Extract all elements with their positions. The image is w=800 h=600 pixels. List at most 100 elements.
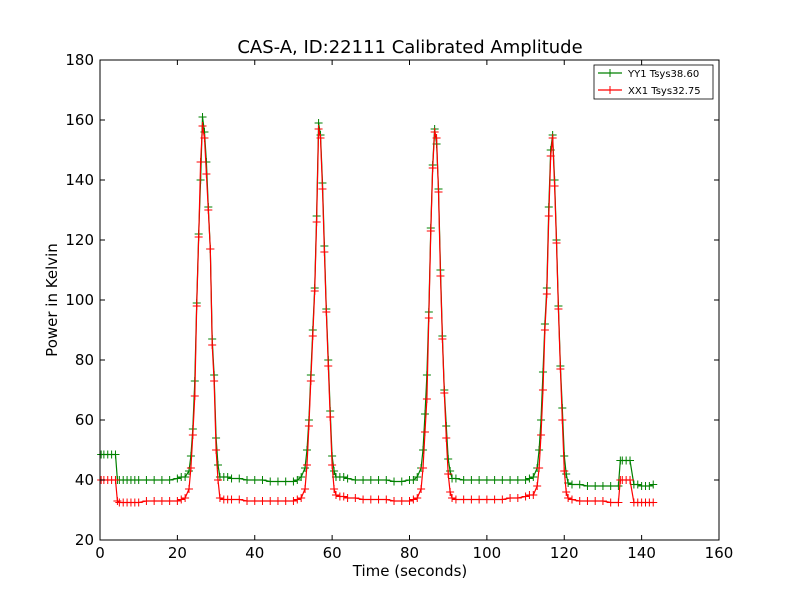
data-point-marker <box>339 473 348 481</box>
y-tick-label: 80 <box>75 351 94 369</box>
data-point-marker <box>444 455 453 463</box>
x-tick-label: 20 <box>168 544 187 562</box>
data-point-marker <box>419 446 428 454</box>
data-point-marker <box>459 476 468 484</box>
x-tick-label: 140 <box>627 544 656 562</box>
data-point-marker <box>614 498 623 507</box>
data-point-marker <box>446 488 455 496</box>
data-point-marker <box>177 495 186 504</box>
data-point-marker <box>289 477 298 486</box>
data-point-marker <box>428 164 437 172</box>
y-tick-label: 160 <box>65 111 94 129</box>
data-point-marker <box>227 495 236 504</box>
data-point-marker <box>258 476 267 484</box>
data-point-marker <box>413 494 422 502</box>
data-point-marker <box>552 239 561 247</box>
data-point-marker <box>448 494 457 502</box>
data-point-marker <box>506 476 515 484</box>
data-point-marker <box>649 480 658 489</box>
data-point-marker <box>190 392 199 400</box>
x-axis-label: Time (seconds) <box>352 562 468 580</box>
data-point-marker <box>258 497 267 505</box>
data-point-marker <box>198 113 207 121</box>
data-point-marker <box>273 497 282 505</box>
data-point-marker <box>548 134 557 142</box>
data-point-marker <box>181 494 190 502</box>
data-point-marker <box>482 476 491 484</box>
data-point-marker <box>250 476 259 484</box>
data-point-marker <box>544 212 553 220</box>
data-point-marker <box>533 482 542 490</box>
data-point-marker <box>297 473 306 481</box>
data-point-marker <box>206 245 215 253</box>
data-point-marker <box>649 498 658 507</box>
data-point-marker <box>223 473 232 481</box>
data-point-marker <box>150 497 159 505</box>
data-point-marker <box>374 476 383 484</box>
data-point-marker <box>440 389 449 397</box>
y-tick-label: 20 <box>75 531 94 549</box>
data-point-marker <box>266 497 275 505</box>
x-tick-label: 120 <box>550 544 579 562</box>
x-tick-label: 160 <box>705 544 734 562</box>
data-point-marker <box>165 476 174 484</box>
y-axis-label: Power in Kelvin <box>43 243 61 357</box>
data-point-marker <box>351 494 360 502</box>
data-point-marker <box>564 494 573 502</box>
data-point-marker <box>397 497 406 505</box>
data-point-marker <box>297 494 306 502</box>
data-point-marker <box>215 494 224 502</box>
data-point-marker <box>444 470 453 478</box>
data-point-marker <box>306 377 315 385</box>
data-point-marker <box>560 467 569 475</box>
data-point-marker <box>312 218 321 226</box>
data-point-marker <box>304 422 313 430</box>
data-point-marker <box>227 474 236 483</box>
data-point-marker <box>626 476 635 484</box>
data-point-marker <box>645 482 654 490</box>
data-point-marker <box>475 476 484 484</box>
data-point-marker <box>598 497 607 505</box>
data-point-marker <box>210 377 219 385</box>
y-tick-label: 120 <box>65 231 94 249</box>
data-point-marker <box>498 495 507 504</box>
data-point-marker <box>320 248 329 256</box>
data-point-marker <box>150 476 159 484</box>
data-point-marker <box>575 480 584 489</box>
data-point-marker <box>434 188 443 196</box>
data-point-marker <box>343 494 352 502</box>
data-point-marker <box>198 122 207 130</box>
data-point-marker <box>382 476 391 484</box>
data-point-marker <box>289 497 298 505</box>
data-point-marker <box>322 308 331 316</box>
data-point-marker <box>302 446 311 454</box>
data-point-marker <box>529 491 538 499</box>
data-point-marker <box>142 476 151 484</box>
y-tick-label: 40 <box>75 471 94 489</box>
data-point-marker <box>451 474 460 483</box>
data-point-marker <box>422 395 431 403</box>
data-point-marker <box>281 477 290 486</box>
data-point-marker <box>374 495 383 504</box>
data-point-marker <box>575 497 584 505</box>
x-tick-label: 40 <box>245 544 264 562</box>
data-point-marker <box>194 233 203 241</box>
data-point-marker <box>535 464 544 472</box>
data-point-marker <box>351 476 360 484</box>
data-point-marker <box>339 492 348 501</box>
plot-area <box>100 60 719 540</box>
data-point-marker <box>134 498 143 507</box>
data-point-marker <box>598 482 607 490</box>
data-point-marker <box>562 488 571 496</box>
y-tick-label: 60 <box>75 411 94 429</box>
data-point-marker <box>390 497 399 505</box>
data-point-marker <box>521 492 530 501</box>
legend-label-yy1: YY1 Tsys38.60 <box>627 69 699 80</box>
data-point-marker <box>606 482 615 490</box>
data-point-marker <box>397 477 406 486</box>
data-point-marker <box>633 480 642 489</box>
data-point-marker <box>419 464 428 472</box>
legend-marker-yy1 <box>606 69 614 77</box>
x-tick-label: 80 <box>400 544 419 562</box>
data-point-marker <box>113 497 122 505</box>
